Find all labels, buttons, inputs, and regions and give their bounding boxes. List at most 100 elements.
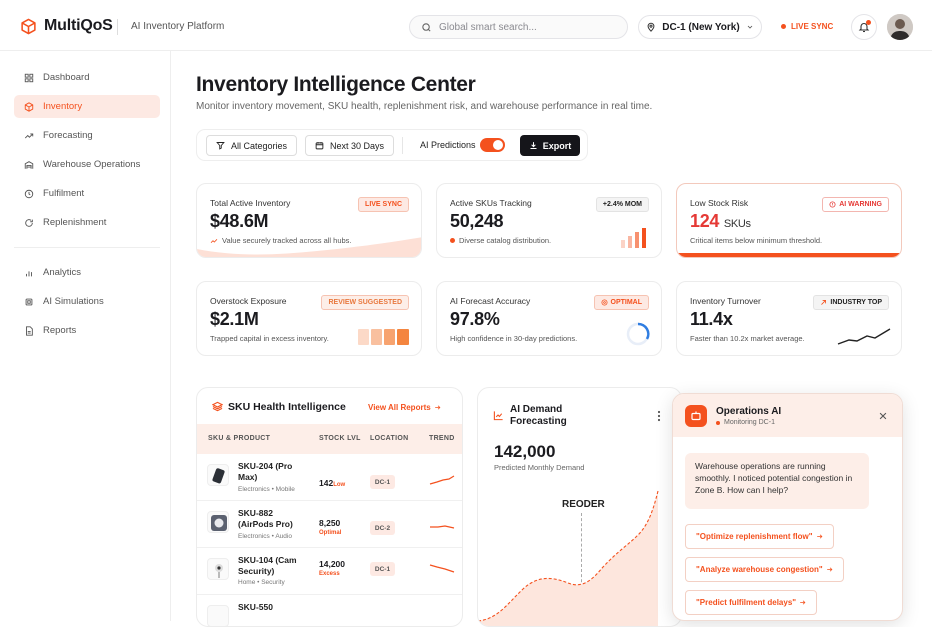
sidebar-item-dashboard[interactable]: Dashboard <box>14 66 160 89</box>
filter-icon <box>216 142 225 150</box>
sidebar-item-warehouse-operations[interactable]: Warehouse Operations <box>14 153 160 176</box>
accuracy-ring-graphic <box>626 322 650 346</box>
trend-sparkline <box>429 475 455 485</box>
table-row[interactable]: SKU-204 (Pro Max) Electronics • Mobile 1… <box>197 454 462 501</box>
sidebar: Dashboard Inventory Forecasting Warehous… <box>0 51 171 621</box>
product-category: Electronics • Mobile <box>238 486 295 493</box>
search-input[interactable] <box>439 21 609 33</box>
stock-status: Low <box>333 482 346 488</box>
kpi-unit: SKUs <box>723 218 751 230</box>
category-filter-button[interactable]: All Categories <box>206 135 297 156</box>
growth-badge: +2.4% MOM <box>595 197 649 212</box>
sidebar-item-analytics[interactable]: Analytics <box>14 261 160 284</box>
date-range-label: Next 30 Days <box>329 140 385 151</box>
platform-tagline: AI Inventory Platform <box>131 21 225 32</box>
sidebar-item-label: Fulfilment <box>43 188 85 199</box>
stock-value: 142 <box>319 478 334 488</box>
table-row[interactable]: SKU-550 <box>197 595 462 626</box>
chip-icon <box>25 298 33 305</box>
demand-area-chart <box>478 490 659 626</box>
global-search[interactable] <box>409 15 628 39</box>
product-thumbnail <box>207 511 229 533</box>
kpi-card-forecast-accuracy[interactable]: AI Forecast Accuracy OPTIMAL 97.8% High … <box>436 281 662 356</box>
stock-value: 8,250 <box>319 518 341 528</box>
table-row[interactable]: SKU-882 (AirPods Pro) Electronics • Audi… <box>197 501 462 548</box>
kpi-note: High confidence in 30-day predictions. <box>450 334 578 343</box>
user-photo-icon <box>887 14 913 40</box>
package-icon <box>24 189 34 198</box>
user-avatar[interactable] <box>887 14 913 40</box>
trend-up-icon <box>821 300 827 305</box>
suggestion-chip[interactable]: "Optimize replenishment flow" <box>685 524 834 549</box>
suggestion-chip[interactable]: "Predict fulfilment delays" <box>685 590 818 615</box>
location-selector[interactable]: DC-1 (New York) <box>638 15 762 39</box>
risk-bar <box>677 253 901 257</box>
notifications-button[interactable] <box>851 14 877 40</box>
column-header: LOCATION <box>370 435 409 442</box>
online-dot-icon <box>716 420 720 425</box>
sku-panel-title: SKU Health Intelligence <box>228 401 346 413</box>
stock-status: Optimal <box>319 530 342 536</box>
alert-icon <box>829 201 836 208</box>
sidebar-item-reports[interactable]: Reports <box>14 319 160 342</box>
brand-logo[interactable]: MultiQoS <box>20 17 113 35</box>
close-icon[interactable] <box>878 411 888 421</box>
kpi-card-inventory-turnover[interactable]: Inventory Turnover INDUSTRY TOP 11.4x Fa… <box>676 281 902 356</box>
overstock-blocks-graphic <box>358 329 409 345</box>
suggestion-label: "Analyze warehouse congestion" <box>696 565 823 574</box>
category-filter-label: All Categories <box>230 140 288 151</box>
date-range-button[interactable]: Next 30 Days <box>305 135 394 156</box>
headphones-icon <box>211 515 227 531</box>
kpi-value: $48.6M <box>210 211 269 231</box>
sku-health-panel: SKU Health Intelligence View All Reports… <box>196 387 463 627</box>
refresh-icon <box>25 218 33 227</box>
sidebar-item-inventory[interactable]: Inventory <box>14 95 160 118</box>
kpi-value-row: 124 SKUs <box>690 211 751 232</box>
kpi-note: Faster than 10.2x market average. <box>690 334 805 343</box>
ai-predictions-toggle[interactable] <box>480 138 505 152</box>
warehouse-icon <box>24 160 34 169</box>
kpi-label: Active SKUs Tracking <box>450 198 532 208</box>
export-button[interactable]: Export <box>520 135 580 156</box>
ai-warning-badge: AI WARNING <box>822 197 889 212</box>
box-icon <box>24 101 34 112</box>
table-row[interactable]: SKU-104 (Cam Security) Home • Security 1… <box>197 548 462 595</box>
sidebar-item-forecasting[interactable]: Forecasting <box>14 124 160 147</box>
sidebar-item-label: Dashboard <box>43 72 90 83</box>
kpi-note-text: Value securely tracked across all hubs. <box>222 236 352 245</box>
sidebar-item-fulfilment[interactable]: Fulfilment <box>14 182 160 205</box>
review-badge: REVIEW SUGGESTED <box>321 295 409 310</box>
stock-cell: 142Low <box>319 478 345 488</box>
kpi-card-active-skus[interactable]: Active SKUs Tracking +2.4% MOM 50,248 Di… <box>436 183 662 258</box>
kpi-card-total-inventory[interactable]: Total Active Inventory LIVE SYNC $48.6M … <box>196 183 422 258</box>
ai-predictions-label: AI Predictions <box>420 140 476 150</box>
phone-icon <box>212 468 225 484</box>
export-label: Export <box>542 140 572 151</box>
brand-name: MultiQoS <box>44 17 113 34</box>
sparkle-icon <box>210 238 218 243</box>
page-title: Inventory Intelligence Center <box>196 73 476 96</box>
view-all-reports-link[interactable]: View All Reports <box>368 403 441 412</box>
more-options-icon[interactable] <box>656 410 662 422</box>
view-all-reports-label: View All Reports <box>368 403 431 412</box>
location-badge: DC-2 <box>370 521 395 535</box>
stock-value: 14,200 <box>319 559 345 569</box>
product-category: Electronics • Audio <box>238 533 292 540</box>
sidebar-item-label: Inventory <box>43 101 83 112</box>
sidebar-item-ai-simulations[interactable]: AI Simulations <box>14 290 160 313</box>
optimal-badge: OPTIMAL <box>593 295 649 310</box>
sidebar-item-replenishment[interactable]: Replenishment <box>14 211 160 234</box>
document-icon <box>26 325 33 336</box>
forecast-caption: Predicted Monthly Demand <box>494 463 585 472</box>
kpi-card-low-stock-risk[interactable]: Low Stock Risk AI WARNING 124 SKUs Criti… <box>676 183 902 258</box>
product-category: Home • Security <box>238 579 285 586</box>
page-subtitle: Monitor inventory movement, SKU health, … <box>196 101 653 112</box>
arrow-right-icon <box>800 600 806 605</box>
live-sync-indicator: LIVE SYNC <box>781 22 833 31</box>
kpi-note: Critical items below minimum threshold. <box>690 236 823 245</box>
turnover-sparkline <box>837 328 891 345</box>
kpi-value: 97.8% <box>450 309 500 329</box>
kpi-card-overstock[interactable]: Overstock Exposure REVIEW SUGGESTED $2.1… <box>196 281 422 356</box>
sidebar-item-label: AI Simulations <box>43 296 104 307</box>
suggestion-chip[interactable]: "Analyze warehouse congestion" <box>685 557 844 582</box>
